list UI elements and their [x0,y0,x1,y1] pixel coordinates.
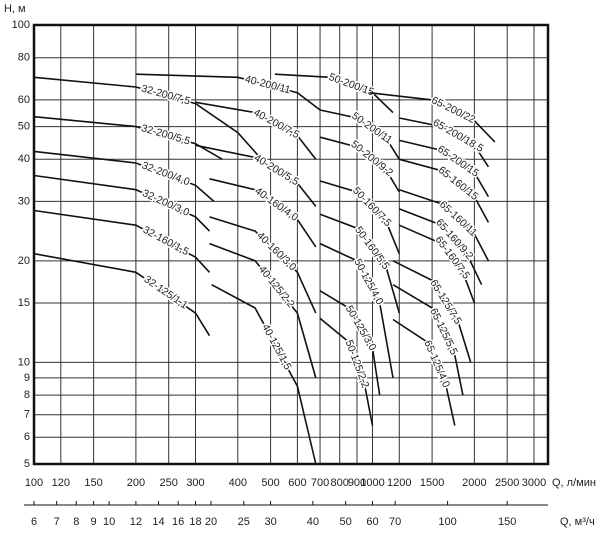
y-tick-label: 5 [24,458,30,470]
pump-curve [319,180,401,255]
y-tick-label: 15 [18,297,30,309]
pump-curve [392,318,456,426]
x2-tick-label: 7 [54,516,60,528]
x-tick-label: 120 [52,477,70,489]
x2-tick-label: 70 [389,516,401,528]
curve-label: 40-125/1,5 [259,322,294,372]
x-tick-label: 300 [186,477,204,489]
pump-curve [274,73,394,114]
pump-curve [135,73,321,111]
pump-curve [33,150,215,203]
curve-label: 32-200/4,0 [140,160,191,189]
y-tick-label: 100 [12,19,30,31]
x2-tick-label: 12 [130,516,142,528]
y-tick-label: 30 [18,195,30,207]
x2-tick-label: 16 [172,516,184,528]
y-tick-label: 10 [18,356,30,368]
pump-curve [33,252,211,337]
x-tick-label: 400 [229,477,247,489]
x-tick-label: 2000 [462,477,486,489]
x-tick-label: 900 [348,477,366,489]
x2-tick-label: 60 [366,516,378,528]
x2-tick-label: 100 [438,516,456,528]
x2-tick-label: 14 [152,516,164,528]
pump-curve [209,242,317,379]
curve-label: 32-125/1,1 [142,273,190,311]
y-tick-label: 8 [24,389,30,401]
x-tick-label: 250 [160,477,178,489]
curve-label: 40-200/5,5 [252,152,301,188]
curve-label: 40-200/7,5 [251,107,301,142]
x2-tick-label: 25 [238,516,250,528]
pump-curve [319,109,400,160]
y-tick-label: 40 [18,153,30,165]
y-tick-label: 60 [18,94,30,106]
curve-label: 32-200/3,0 [140,187,191,219]
y-tick-label: 80 [18,52,30,64]
pump-curve [195,144,317,207]
curve-label: 50-200/15 [327,71,376,99]
pump-curve [399,139,490,198]
curve-label: 40-160/4,0 [252,185,300,224]
x2-tick-label: 30 [264,516,276,528]
x-tick-label: 600 [288,477,306,489]
x2-tick-label: 10 [103,516,115,528]
x-tick-label: 1200 [387,477,411,489]
x-tick-label: 1500 [420,477,444,489]
x2-tick-label: 50 [340,516,352,528]
x-tick-label: 100 [25,477,43,489]
y-tick-label: 7 [24,409,30,421]
x-tick-label: 1000 [360,477,384,489]
pump-curve [319,242,394,379]
pump-curve [209,216,317,314]
y-tick-label: 6 [24,431,30,443]
x2-tick-label: 18 [189,516,201,528]
pump-curve [319,213,401,314]
curve-label: 32-160/1,5 [141,224,191,258]
y-axis-label: H, м [4,3,26,15]
plot-frame [32,23,550,466]
x2-tick-label: 8 [73,516,79,528]
x-tick-label: 500 [261,477,279,489]
x-tick-label: 2500 [495,477,519,489]
pump-curve [369,91,496,143]
pump-curve [319,290,381,396]
pump-curve [399,208,483,286]
x-axis-label: Q, л/мин [552,477,596,489]
x-tick-label: 150 [84,477,102,489]
y-tick-label: 20 [18,255,30,267]
pump-curve [33,174,211,232]
pump-curve [392,260,472,363]
x-tick-label: 700 [311,477,329,489]
x-tick-label: 800 [331,477,349,489]
x2-tick-label: 40 [307,516,319,528]
pump-curve [392,284,464,396]
pump-curve [319,317,374,426]
pump-curve [399,158,490,223]
pump-curve [211,283,317,465]
x2-tick-label: 150 [498,516,516,528]
pump-curve [319,136,400,193]
y-tick-label: 9 [24,372,30,384]
x2-tick-label: 6 [31,516,37,528]
pump-curve [209,178,317,248]
pump-curve [398,224,476,304]
pump-curve [195,101,317,160]
curve-label: 40-200/11 [244,73,292,96]
pump-curve [33,209,211,273]
pump-curve [399,117,490,168]
curve-label: 32-200/7,5 [140,83,192,108]
x2-tick-label: 20 [205,516,217,528]
x2-tick-label: 9 [91,516,97,528]
x-tick-label: 3000 [522,477,546,489]
curve-label: 32-200/5,5 [140,122,192,147]
pump-curve [33,76,259,157]
x-tick-label: 200 [127,477,145,489]
pump-curve [399,188,490,262]
pump-curve [33,115,223,160]
y-tick-label: 50 [18,120,30,132]
x2-axis-label: Q, м³/ч [560,516,595,528]
